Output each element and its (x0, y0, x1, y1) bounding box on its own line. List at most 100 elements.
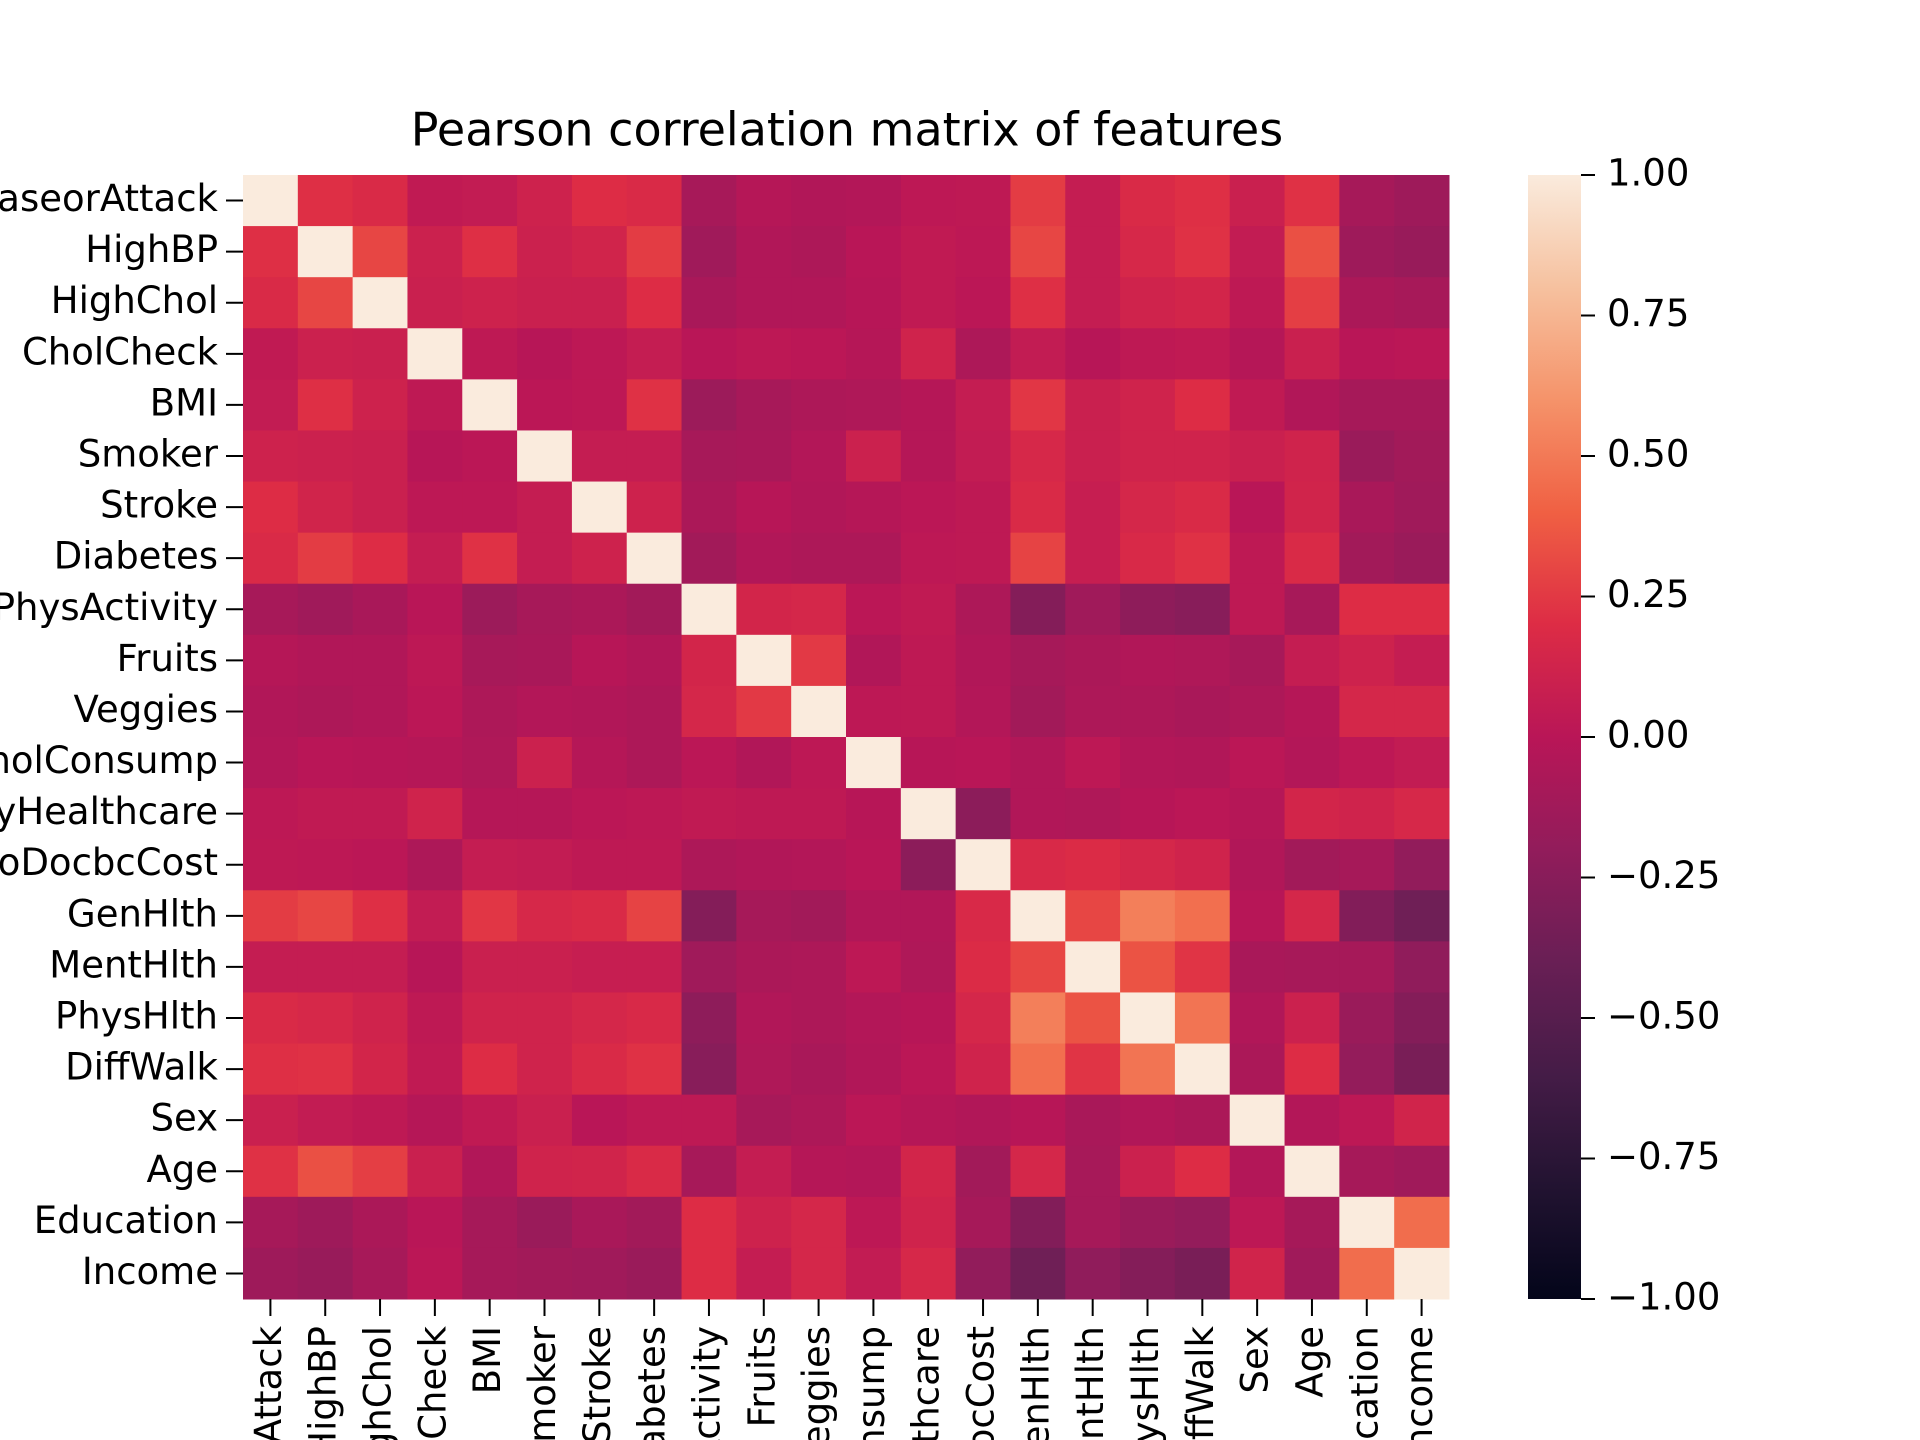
heatmap-cell (1229, 277, 1286, 329)
colorbar-tick-label: 1.00 (1607, 152, 1689, 195)
heatmap-cell (407, 1247, 463, 1300)
heatmap-cell (1010, 992, 1066, 1045)
heatmap-cell (407, 430, 463, 483)
heatmap-cell (1394, 1094, 1450, 1147)
heatmap-cell (900, 481, 957, 534)
heatmap-cell (846, 634, 902, 687)
heatmap-cell (736, 1145, 792, 1198)
heatmap-cell (243, 379, 299, 431)
heatmap-cell (955, 737, 1011, 789)
heatmap-cell (626, 737, 683, 789)
x-tick-label: DiffWalk (1179, 1325, 1222, 1440)
heatmap-cell (1010, 277, 1066, 329)
heatmap-cell (900, 1196, 957, 1249)
heatmap-cell (243, 1247, 299, 1300)
heatmap-cell (517, 277, 573, 329)
heatmap-cell (846, 839, 902, 891)
heatmap-cell (517, 1043, 573, 1096)
heatmap-cell (955, 583, 1011, 636)
heatmap-cell (955, 839, 1011, 891)
heatmap-cell (1120, 1094, 1176, 1147)
heatmap-cell (1010, 737, 1066, 789)
heatmap-cell (791, 379, 847, 431)
heatmap-cell (681, 1196, 737, 1249)
heatmap-cell (352, 992, 408, 1045)
heatmap-cell (243, 788, 299, 840)
heatmap-cell (517, 685, 573, 738)
heatmap-cell (352, 839, 408, 891)
heatmap-cell (1339, 583, 1395, 636)
heatmap-cell (1065, 788, 1121, 840)
heatmap-cell (407, 992, 463, 1045)
colorbar-tick-label: −0.50 (1607, 995, 1720, 1038)
heatmap-cell (1229, 481, 1286, 534)
heatmap-cell (846, 175, 902, 227)
heatmap-cell (955, 992, 1011, 1045)
heatmap-cell (1229, 430, 1286, 483)
heatmap-cell (1394, 1247, 1450, 1300)
x-tick-label: Education (1343, 1326, 1386, 1440)
heatmap-cell (900, 1247, 957, 1300)
heatmap-cell (1174, 737, 1231, 789)
heatmap-cell (462, 1094, 518, 1147)
heatmap-cell (1229, 583, 1286, 636)
heatmap-cell (462, 737, 518, 789)
heatmap-cell (846, 992, 902, 1045)
heatmap-cell (571, 992, 628, 1045)
y-tick-label: HighChol (51, 279, 218, 322)
heatmap-cell (1394, 379, 1450, 431)
heatmap-cell (1284, 175, 1340, 227)
y-tick-label: NoDocbcCost (0, 841, 218, 884)
heatmap-cell (517, 788, 573, 840)
x-tick-label: Diabetes (631, 1326, 674, 1440)
heatmap-cell (1339, 1043, 1395, 1096)
heatmap-cell (1394, 532, 1450, 585)
x-tick-label: GenHlth (1014, 1326, 1057, 1440)
heatmap-cell (1394, 634, 1450, 687)
heatmap-cell (1010, 890, 1066, 942)
heatmap-cell (1339, 430, 1395, 483)
heatmap-cell (517, 737, 573, 789)
heatmap-cell (736, 1043, 792, 1096)
heatmap-cell (955, 430, 1011, 483)
heatmap-cell (1284, 1196, 1340, 1249)
heatmap-cell (1339, 634, 1395, 687)
heatmap-cell (626, 992, 683, 1045)
heatmap-cell (626, 430, 683, 483)
heatmap-cell (791, 992, 847, 1045)
colorbar-tick-label: −0.75 (1607, 1135, 1720, 1178)
heatmap-cell (1229, 226, 1286, 278)
heatmap-cell (517, 1145, 573, 1198)
heatmap-cell (1065, 941, 1121, 993)
heatmap-cell (736, 277, 792, 329)
heatmap-cell (297, 1145, 354, 1198)
heatmap-cell (1120, 737, 1176, 789)
heatmap-cell (1284, 634, 1340, 687)
heatmap-cell (626, 532, 683, 585)
heatmap-cell (243, 941, 299, 993)
heatmap-cell (1284, 685, 1340, 738)
heatmap-cell (407, 481, 463, 534)
y-tick-label: Smoker (78, 433, 219, 476)
y-tick-label: Fruits (117, 637, 218, 680)
heatmap-cell (736, 1247, 792, 1300)
y-tick-label: Income (82, 1250, 218, 1293)
heatmap-cell (407, 737, 463, 789)
heatmap-cell (846, 583, 902, 636)
heatmap-cell (1010, 583, 1066, 636)
heatmap-cell (297, 890, 354, 942)
heatmap-cell (1010, 328, 1066, 380)
heatmap-cell (1229, 328, 1286, 380)
y-tick-label: AnyHealthcare (0, 790, 218, 833)
heatmap-cell (1229, 379, 1286, 431)
heatmap-cell (681, 1043, 737, 1096)
heatmap-cell (1174, 890, 1231, 942)
heatmap-cell (462, 941, 518, 993)
heatmap-cell (1229, 992, 1286, 1045)
heatmap-cell (846, 1094, 902, 1147)
heatmap-cell (517, 890, 573, 942)
heatmap-cell (1394, 685, 1450, 738)
heatmap-cell (681, 685, 737, 738)
heatmap-cell (681, 890, 737, 942)
